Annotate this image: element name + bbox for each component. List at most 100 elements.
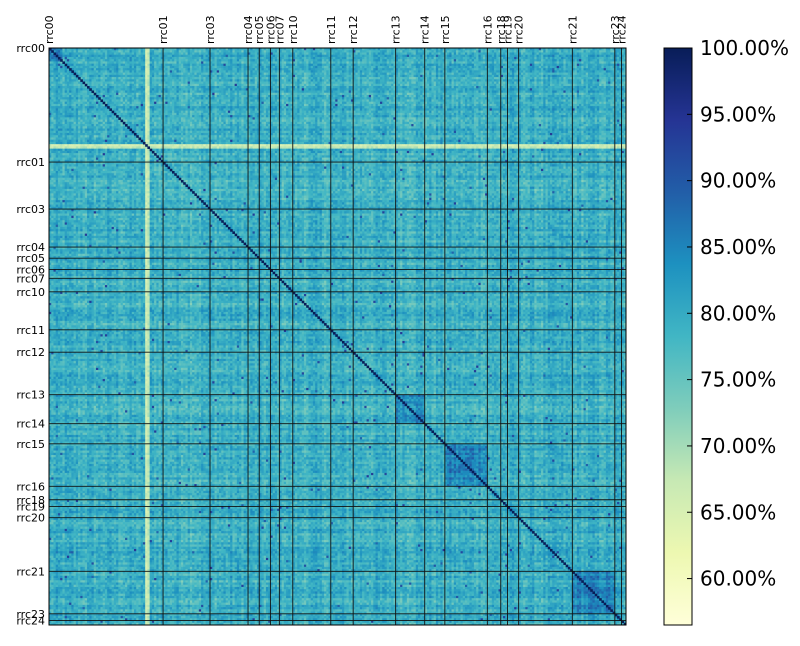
heatmap-cell — [67, 52, 70, 55]
heatmap-cell — [174, 52, 177, 55]
heatmap-cell — [604, 50, 607, 53]
heatmap-cell — [597, 50, 600, 53]
heatmap-cell — [116, 52, 119, 55]
heatmap-cell — [378, 50, 381, 53]
heatmap-cell — [172, 52, 175, 55]
heatmap-cell — [230, 50, 233, 53]
heatmap-cell — [53, 50, 56, 53]
heatmap-cell — [440, 50, 443, 53]
heatmap-cell — [326, 50, 329, 53]
heatmap-cell — [105, 50, 108, 53]
heatmap-cell — [136, 52, 139, 55]
heatmap-cell — [125, 50, 128, 53]
heatmap-cell — [188, 50, 191, 53]
heatmap-cell — [463, 50, 466, 53]
heatmap-cell — [429, 50, 432, 53]
heatmap-cell — [159, 50, 162, 53]
heatmap-cell — [91, 50, 94, 53]
heatmap-cell — [420, 50, 423, 53]
heatmap-cell — [51, 52, 54, 55]
heatmap-cell — [346, 50, 349, 53]
heatmap-cell — [112, 50, 115, 53]
heatmap-cell — [62, 52, 65, 55]
heatmap-cell — [434, 50, 437, 53]
heatmap-cell — [241, 52, 244, 55]
heatmap-cell — [232, 50, 235, 53]
heatmap-cell — [465, 50, 468, 53]
heatmap-cell — [313, 50, 316, 53]
heatmap-cell — [203, 50, 206, 53]
heatmap-cell — [134, 50, 137, 53]
heatmap-cell — [528, 50, 531, 53]
heatmap-cell — [478, 50, 481, 53]
heatmap-cell — [165, 50, 168, 53]
heatmap-cell — [223, 52, 226, 55]
heatmap-cell — [80, 52, 83, 55]
heatmap-cell — [306, 50, 309, 53]
heatmap-cell — [103, 50, 106, 53]
heatmap-cell — [239, 52, 242, 55]
heatmap-cell — [241, 50, 244, 53]
heatmap-cell — [360, 50, 363, 53]
heatmap-cell — [221, 50, 224, 53]
heatmap-cell — [548, 50, 551, 53]
heatmap-cell — [333, 50, 336, 53]
heatmap-cell — [617, 50, 620, 53]
heatmap-cell — [91, 52, 94, 55]
heatmap-cell — [58, 50, 61, 53]
heatmap-cell — [100, 50, 103, 53]
heatmap-cell — [304, 50, 307, 53]
heatmap-cell — [407, 50, 410, 53]
heatmap-cell — [250, 52, 253, 55]
heatmap-cell — [230, 52, 233, 55]
heatmap-cell — [284, 52, 287, 55]
heatmap-cell — [127, 50, 130, 53]
heatmap-cell — [416, 50, 419, 53]
heatmap-cell — [467, 50, 470, 53]
heatmap-cell — [586, 50, 589, 53]
heatmap-cell — [141, 50, 144, 53]
heatmap-cell — [183, 50, 186, 53]
heatmap-cell — [170, 50, 173, 53]
heatmap-cell — [127, 52, 130, 55]
heatmap-cell — [539, 50, 542, 53]
heatmap-cell — [109, 52, 112, 55]
heatmap-cell — [308, 50, 311, 53]
heatmap-cell — [147, 50, 150, 53]
heatmap-cell — [559, 50, 562, 53]
heatmap-cell — [338, 50, 341, 53]
heatmap-cell — [286, 52, 289, 55]
heatmap-cell — [226, 50, 229, 53]
heatmap-cell — [168, 52, 171, 55]
heatmap-cell — [197, 50, 200, 53]
heatmap-cell — [228, 50, 231, 53]
heatmap-cell — [185, 50, 188, 53]
heatmap-cell — [123, 50, 126, 53]
heatmap-cell — [237, 50, 240, 53]
heatmap-cell — [563, 50, 566, 53]
heatmap-cell — [217, 50, 220, 53]
heatmap-cell — [295, 50, 298, 53]
heatmap-cell — [105, 52, 108, 55]
heatmap-cell — [367, 50, 370, 53]
heatmap-cell — [541, 50, 544, 53]
heatmap-cell — [317, 50, 320, 53]
heatmap-cell — [190, 50, 193, 53]
heatmap-cell — [199, 50, 202, 53]
heatmap-cell — [56, 52, 59, 55]
heatmap-cell — [510, 50, 513, 53]
heatmap-cell — [261, 52, 264, 55]
heatmap-cell — [253, 52, 256, 55]
heatmap-cell — [447, 50, 450, 53]
heatmap-cell — [76, 50, 79, 53]
heatmap-cell — [181, 52, 184, 55]
heatmap-cell — [552, 50, 555, 53]
heatmap-cell — [152, 52, 155, 55]
heatmap-cell — [288, 52, 291, 55]
heatmap-cell — [141, 52, 144, 55]
heatmap-cell — [206, 52, 209, 55]
heatmap-cell — [302, 50, 305, 53]
heatmap-cell — [192, 50, 195, 53]
heatmap-cell — [469, 50, 472, 53]
heatmap-cell — [362, 50, 365, 53]
